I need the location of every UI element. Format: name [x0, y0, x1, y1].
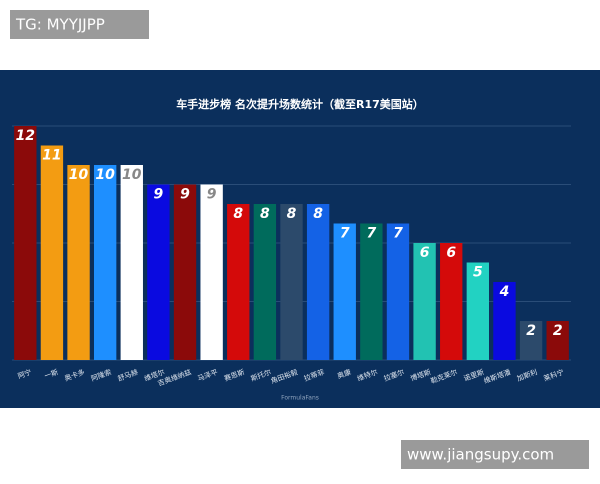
watermark-box — [10, 10, 149, 39]
value-label: 8 — [260, 206, 270, 222]
watermark-box — [401, 440, 589, 469]
bar — [14, 126, 37, 360]
value-label: 4 — [499, 284, 510, 300]
bar — [93, 165, 117, 360]
bar — [40, 145, 64, 360]
bar — [413, 243, 436, 360]
value-label: 7 — [366, 226, 376, 242]
value-label: 6 — [420, 245, 430, 261]
value-label: 12 — [16, 128, 35, 144]
value-label: 5 — [473, 265, 483, 281]
value-label: 8 — [287, 206, 297, 222]
bar — [227, 204, 250, 360]
chart-title: 车手进步榜 名次提升场数统计（截至R17美国站） — [176, 97, 424, 111]
value-label: 2 — [526, 323, 536, 339]
value-label: 7 — [393, 226, 403, 242]
bar — [67, 165, 90, 360]
value-label: 7 — [340, 226, 350, 242]
value-label: 9 — [207, 187, 217, 203]
bar — [466, 262, 490, 360]
value-label: 6 — [446, 245, 456, 261]
bar — [360, 223, 383, 360]
bar — [519, 321, 543, 360]
bar — [120, 165, 143, 360]
value-label: 8 — [313, 206, 323, 222]
value-label: 8 — [233, 206, 243, 222]
watermark-top: TG: MYYJJPP — [15, 16, 105, 34]
bar — [147, 184, 170, 360]
bar — [200, 184, 223, 360]
bar — [333, 223, 356, 360]
bar — [440, 243, 463, 360]
bar — [546, 321, 569, 360]
value-label: 9 — [180, 187, 190, 203]
value-label: 10 — [69, 167, 89, 183]
watermark-bottom: www.jiangsupy.com — [407, 446, 554, 464]
value-label: 2 — [553, 323, 563, 339]
value-label: 10 — [122, 167, 142, 183]
bar — [386, 223, 410, 360]
value-label: 10 — [95, 167, 115, 183]
value-label: 9 — [154, 187, 164, 203]
bar — [493, 282, 516, 360]
bar — [253, 204, 277, 360]
bar — [280, 204, 303, 360]
bar — [306, 204, 330, 360]
bar — [173, 184, 197, 360]
value-label: 11 — [42, 148, 61, 164]
chart-footer: FormulaFans — [281, 395, 319, 402]
